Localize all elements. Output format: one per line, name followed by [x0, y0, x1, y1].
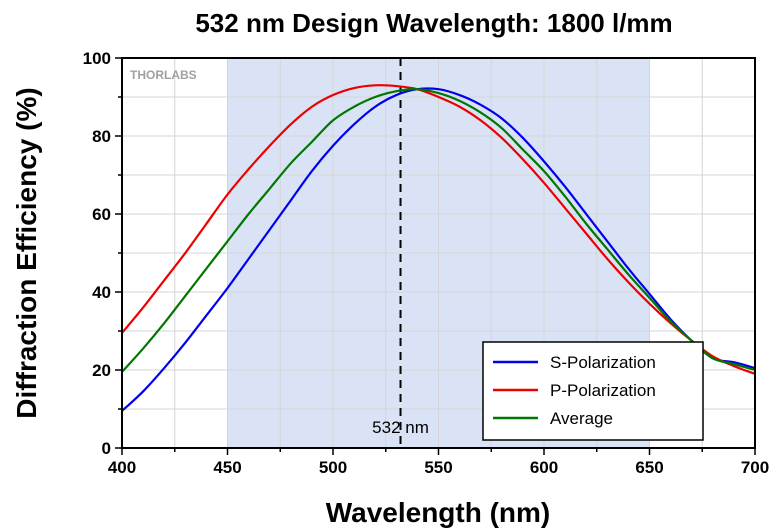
axis-ticks	[115, 57, 756, 455]
series-line-s-polarization	[121, 87, 756, 412]
design-wavelength-label: 532 nm	[372, 418, 429, 437]
y-axis-title: Diffraction Efficiency (%)	[11, 87, 42, 418]
chart-title: 532 nm Design Wavelength: 1800 l/mm	[195, 8, 672, 38]
series-line-p-polarization	[121, 84, 756, 375]
x-tick-label: 500	[319, 458, 347, 477]
y-tick-label: 100	[83, 49, 111, 68]
series-lines	[121, 84, 756, 412]
y-tick-label: 20	[92, 361, 111, 380]
y-tick-label: 40	[92, 283, 111, 302]
legend: S-Polarization P-Polarization Average	[482, 341, 704, 441]
legend-label-s-polarization: S-Polarization	[550, 353, 656, 372]
x-tick-label: 650	[635, 458, 663, 477]
x-tick-label: 550	[424, 458, 452, 477]
y-tick-label: 60	[92, 205, 111, 224]
x-tick-label: 600	[530, 458, 558, 477]
legend-label-average: Average	[550, 409, 613, 428]
x-tick-label: 400	[108, 458, 136, 477]
x-axis-title: Wavelength (nm)	[326, 497, 551, 528]
y-tick-label: 80	[92, 127, 111, 146]
x-tick-label: 450	[213, 458, 241, 477]
y-tick-labels: 0 20 40 60 80 100	[83, 49, 111, 458]
legend-label-p-polarization: P-Polarization	[550, 381, 656, 400]
x-tick-labels: 400 450 500 550 600 650 700	[108, 458, 769, 477]
y-tick-label: 0	[102, 439, 111, 458]
x-tick-label: 700	[741, 458, 769, 477]
thorlabs-logo: THORLABS	[130, 68, 197, 82]
series-line-average	[121, 88, 756, 373]
